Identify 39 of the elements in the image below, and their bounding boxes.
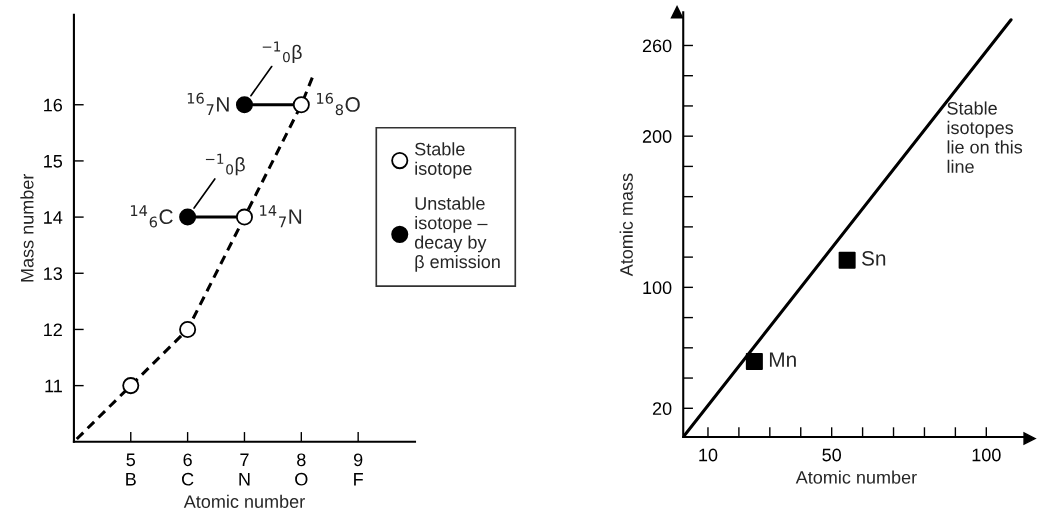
annotation: $^{14}$$_{6}$C	[130, 205, 173, 228]
x-tick-label: 7 N	[239, 453, 250, 486]
x-tick-label: 50	[822, 448, 842, 462]
point	[292, 96, 310, 114]
y-axis-title: Atomic mass	[619, 173, 633, 277]
y-tick-label: 12	[44, 323, 62, 336]
annotation: $^{−1}$$_{0}$β	[205, 153, 245, 176]
y-tick-label: 200	[642, 130, 672, 143]
y-tick-label: 15	[44, 155, 63, 168]
x-tick-label: 10	[699, 448, 718, 462]
point	[235, 96, 253, 114]
x-tick-label: 8 O	[295, 453, 308, 486]
x-tick-label: 5 B	[126, 453, 136, 486]
annotation: Stable isotopes lie on this line	[947, 101, 1023, 174]
point	[179, 320, 197, 338]
x-axis-title: Atomic number	[183, 494, 305, 508]
annotation: $^{14}$$_{7}$N	[260, 205, 302, 228]
y-tick-label: 11	[45, 379, 62, 393]
y-tick-label: 16	[44, 98, 63, 112]
y-axis-title: Mass number	[20, 173, 34, 282]
x-tick-label: 100	[972, 448, 1001, 462]
annotation: Sn	[861, 250, 886, 266]
annotation: $^{16}$$_{8}$O	[317, 92, 360, 116]
annotation: $^{16}$$_{7}$N	[187, 92, 229, 115]
y-tick-label: 20	[652, 402, 672, 416]
annotation: $^{−1}$$_{0}$β	[262, 41, 302, 63]
point	[179, 208, 197, 226]
x-axis-title: Atomic number	[795, 470, 917, 484]
y-tick-label: 13	[44, 267, 63, 280]
point	[122, 377, 140, 395]
y-tick-label: 260	[642, 39, 672, 53]
x-tick-label: 9 F	[353, 453, 363, 486]
x-tick-label: 6 C	[182, 453, 194, 486]
y-tick-label: 14	[44, 211, 63, 224]
annotation: Mn	[769, 352, 796, 367]
y-tick-label: 100	[643, 281, 672, 295]
legend-label: Unstable isotope – decay by β emission	[414, 196, 500, 272]
point	[235, 208, 253, 226]
legend-label: Stable isotope	[415, 142, 472, 179]
